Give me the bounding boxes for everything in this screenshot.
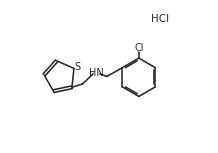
Text: HN: HN xyxy=(89,68,104,78)
Text: HCl: HCl xyxy=(151,14,169,24)
Text: S: S xyxy=(74,62,80,72)
Text: Cl: Cl xyxy=(134,43,144,53)
